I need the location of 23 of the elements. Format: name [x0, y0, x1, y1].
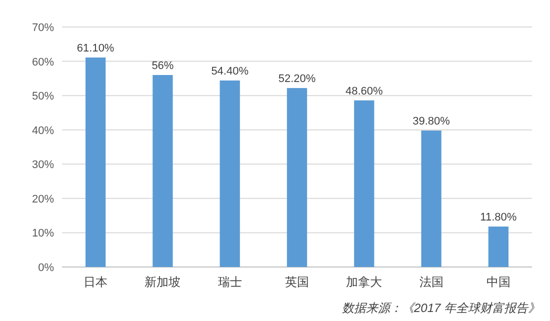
data-label: 48.60%: [345, 85, 384, 98]
data-label: 52.20%: [278, 73, 316, 86]
data-label: 39.80%: [412, 116, 450, 128]
x-tick-label: 法国: [419, 275, 444, 289]
x-tick-label: 英国: [285, 275, 309, 289]
x-tick-label: 加拿大: [346, 275, 382, 289]
y-tick-label: 70%: [32, 22, 54, 34]
x-tick-label: 瑞士: [218, 275, 242, 289]
x-tick-label: 中国: [486, 275, 510, 289]
y-tick-label: 20%: [32, 193, 54, 206]
source-note: 数据来源：《2017 年全球财富报告》: [342, 301, 540, 315]
data-label: 11.80%: [480, 212, 517, 224]
x-tick-label: 新加坡: [144, 275, 181, 289]
y-tick-label: 30%: [32, 159, 54, 172]
data-label: 54.40%: [211, 65, 249, 78]
x-tick-label: 日本: [84, 275, 108, 289]
y-tick-label: 0%: [38, 262, 54, 274]
y-tick-label: 40%: [32, 124, 54, 137]
data-label: 61.10%: [76, 42, 114, 55]
data-label: 56%: [152, 60, 174, 72]
y-tick-label: 60%: [32, 56, 54, 68]
y-tick-label: 10%: [32, 228, 54, 240]
y-tick-label: 50%: [32, 90, 54, 103]
